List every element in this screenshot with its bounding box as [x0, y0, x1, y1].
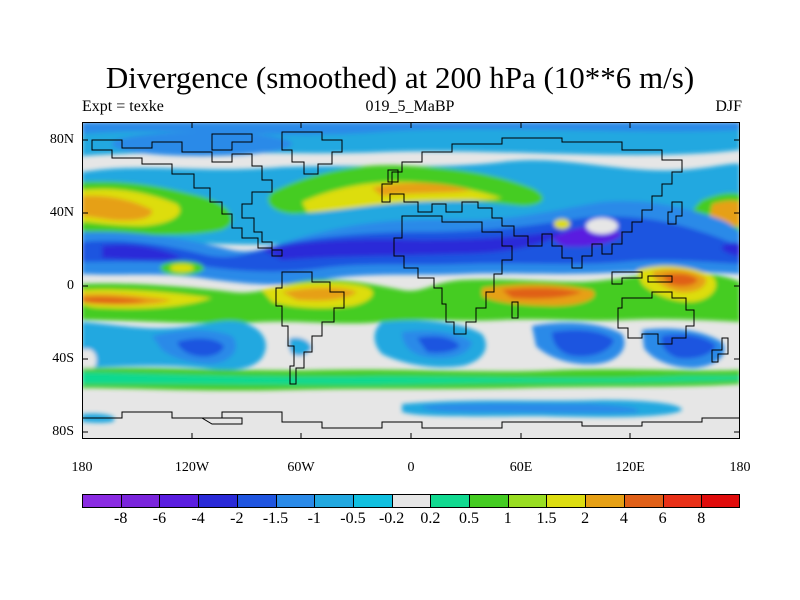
colorbar-swatch	[82, 494, 122, 508]
colorbar-swatch	[159, 494, 199, 508]
colorbar-label: 1	[503, 510, 512, 527]
colorbar-swatch	[623, 494, 664, 508]
colorbar-swatch	[120, 494, 160, 508]
colorbar-label: 0.2	[420, 510, 441, 527]
colorbar-swatch	[352, 494, 393, 508]
colorbar-label: 1.5	[536, 510, 557, 527]
coastlines	[82, 131, 740, 429]
lat-tick-label: 40N	[49, 205, 74, 220]
colorbar-swatch	[507, 494, 547, 508]
colorbar-label: -4	[191, 510, 205, 527]
colorbar-swatch	[662, 494, 702, 508]
colorbar-label: -2	[230, 510, 244, 527]
colorbar-swatch	[198, 494, 238, 508]
colorbar-swatch	[585, 494, 625, 508]
colorbar-label: 6	[658, 510, 667, 527]
colorbar-label: -0.2	[378, 510, 405, 527]
lon-tick-label: 60W	[287, 460, 315, 475]
colorbar-label: 4	[619, 510, 628, 527]
colorbar-swatch	[275, 494, 315, 508]
lat-tick-label: 80S	[52, 424, 74, 439]
colorbar-label: -8	[114, 510, 128, 527]
colorbar-label: -1.5	[262, 510, 289, 527]
colorbar-swatch	[430, 494, 470, 508]
lat-tick-label: 80N	[49, 132, 74, 147]
colorbar-swatch	[701, 494, 741, 508]
run-id-label: 019_5_MaBP	[365, 98, 455, 115]
colorbar-swatch	[546, 494, 586, 508]
lat-tick-label: 40S	[52, 351, 74, 366]
colorbar-label: 0.5	[459, 510, 480, 527]
colorbar-label: 2	[581, 510, 590, 527]
colorbar-label: 8	[697, 510, 706, 527]
divergence-map	[82, 122, 740, 439]
lon-tick-label: 180	[71, 460, 93, 475]
colorbar-label: -1	[307, 510, 321, 527]
lon-tick-label: 120E	[615, 460, 645, 475]
lon-tick-label: 180	[729, 460, 751, 475]
colorbar-swatch	[391, 494, 431, 508]
colorbar-swatch	[314, 494, 354, 508]
lon-tick-label: 120W	[174, 460, 210, 475]
colorbar-swatch	[236, 494, 277, 508]
lat-tick-label: 0	[67, 278, 74, 293]
lon-tick-label: 0	[407, 460, 415, 475]
divergence-field	[82, 122, 740, 423]
colorbar-label: -6	[152, 510, 167, 527]
season-label: DJF	[715, 98, 742, 115]
colorbar-swatch	[469, 494, 509, 508]
map-title: Divergence (smoothed) at 200 hPa (10**6 …	[105, 60, 695, 95]
lon-tick-label: 60E	[509, 460, 533, 475]
axis-ticks	[82, 122, 740, 439]
colorbar-label: -0.5	[340, 510, 366, 527]
experiment-label: Expt = texke	[82, 98, 164, 115]
